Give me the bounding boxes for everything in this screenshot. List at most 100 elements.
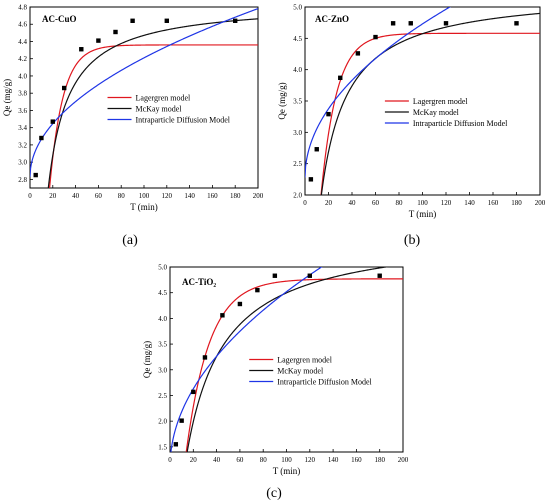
model-curve-intraparticle-diffusion-model: [305, 7, 452, 178]
x-tick-label: 40: [72, 192, 80, 200]
x-tick-label: 80: [396, 199, 404, 207]
y-tick-label: 3.8: [18, 90, 27, 98]
model-curve-lagergren-model: [48, 44, 258, 188]
x-tick-label: 60: [236, 456, 244, 464]
legend-entry: Intraparticle Diffusion Model: [413, 119, 508, 128]
model-curve-mckay-model: [47, 18, 258, 188]
x-tick-label: 160: [488, 199, 499, 207]
model-curve-lagergren-model: [185, 278, 403, 452]
x-tick-label: 100: [139, 192, 150, 200]
x-tick-label: 200: [253, 192, 264, 200]
panel-label: (c): [266, 486, 282, 501]
x-tick-label: 80: [260, 456, 268, 464]
y-tick-label: 3.5: [158, 341, 167, 349]
x-tick-label: 180: [511, 199, 522, 207]
x-tick-label: 160: [207, 192, 218, 200]
chart-panel-1: 0 20 40 60 80 100 120 140 160 180 200 2.8 3.0 3.2 3.4 3…: [2, 4, 264, 249]
y-tick-label: 2.5: [158, 392, 167, 400]
y-tick-label: 3.5: [293, 98, 302, 106]
data-point: [514, 21, 519, 26]
legend-entry: McKay model: [136, 104, 183, 113]
data-point: [355, 51, 361, 56]
legend-entry: Lagergren model: [136, 93, 191, 102]
x-tick-label: 60: [372, 199, 380, 207]
legend-entry: Lagergren model: [277, 355, 332, 364]
panel-label: (b): [404, 233, 421, 248]
y-tick-label: 5.0: [293, 4, 302, 12]
panel-label: (a): [122, 233, 138, 248]
y-tick-label: 4.0: [158, 315, 167, 323]
x-tick-label: 180: [374, 456, 385, 464]
panel-title: AC-ZnO: [315, 14, 349, 24]
legend-entry: McKay model: [277, 366, 324, 375]
x-tick-label: 140: [464, 199, 475, 207]
x-tick-label: 60: [95, 192, 103, 200]
x-tick-label: 120: [305, 456, 316, 464]
y-axis-label: Qe (mg/g): [277, 82, 287, 119]
x-tick-label: 120: [441, 199, 452, 207]
y-tick-label: 5.0: [158, 264, 167, 272]
data-point: [272, 273, 278, 278]
data-point: [255, 287, 260, 293]
data-point: [62, 85, 67, 91]
x-tick-label: 80: [118, 192, 126, 200]
x-tick-label: 180: [230, 192, 241, 200]
chart-panel-3: 0 20 40 60 80 100 120 140 160 180 200 1.5 2.0 2.5 3.0 3…: [142, 264, 409, 502]
data-point: [202, 355, 208, 360]
data-point: [50, 119, 55, 124]
data-point: [113, 29, 118, 35]
y-tick-label: 3.2: [18, 141, 27, 149]
legend-entry: Lagergren model: [413, 97, 468, 106]
x-tick-label: 100: [281, 456, 292, 464]
data-point: [220, 313, 225, 318]
model-curve-intraparticle-diffusion-model: [170, 267, 323, 452]
y-tick-label: 2.8: [18, 176, 27, 184]
data-point: [326, 111, 331, 117]
legend-entry: Intraparticle Diffusion Model: [136, 115, 231, 124]
x-tick-label: 40: [213, 456, 221, 464]
data-point: [308, 177, 314, 182]
y-tick-label: 2.0: [158, 418, 167, 426]
x-tick-label: 20: [190, 456, 198, 464]
data-point: [338, 75, 343, 81]
y-tick-label: 4.6: [18, 21, 27, 29]
y-tick-label: 4.0: [18, 72, 27, 80]
data-point: [96, 38, 101, 43]
x-tick-label: 40: [349, 199, 357, 207]
y-tick-label: 1.5: [158, 443, 167, 451]
legend-entry: Intraparticle Diffusion Model: [277, 377, 372, 386]
data-point: [173, 442, 179, 447]
data-point: [237, 301, 243, 307]
y-tick-label: 4.8: [18, 4, 27, 12]
x-tick-label: 100: [417, 199, 428, 207]
y-tick-label: 4.4: [18, 38, 27, 46]
y-tick-label: 3.0: [158, 366, 167, 374]
x-axis-label: T (min): [409, 209, 437, 219]
panel-title: AC-CuO: [42, 14, 77, 24]
y-tick-label: 4.5: [158, 289, 167, 297]
data-point: [191, 389, 196, 395]
data-point: [33, 172, 38, 178]
data-point: [314, 147, 319, 152]
x-tick-label: 0: [168, 456, 172, 464]
model-curve-mckay-model: [186, 267, 390, 452]
y-tick-label: 2.5: [293, 160, 302, 168]
y-tick-label: 4.2: [18, 55, 27, 63]
x-tick-label: 20: [49, 192, 57, 200]
model-curve-mckay-model: [320, 12, 540, 195]
x-tick-label: 20: [325, 199, 333, 207]
y-tick-label: 3.6: [18, 107, 27, 115]
data-point: [377, 273, 382, 278]
x-axis-label: T (min): [130, 202, 158, 212]
y-tick-label: 3.0: [293, 129, 302, 137]
x-tick-label: 200: [535, 199, 546, 207]
data-point: [164, 18, 169, 23]
model-curve-intraparticle-diffusion-model: [30, 8, 258, 177]
data-point: [79, 47, 84, 52]
data-point: [39, 135, 44, 141]
data-point: [408, 21, 413, 26]
y-axis-label: Qe (mg/g): [2, 79, 12, 116]
y-tick-label: 2.0: [293, 192, 302, 200]
y-tick-label: 3.0: [18, 159, 27, 167]
